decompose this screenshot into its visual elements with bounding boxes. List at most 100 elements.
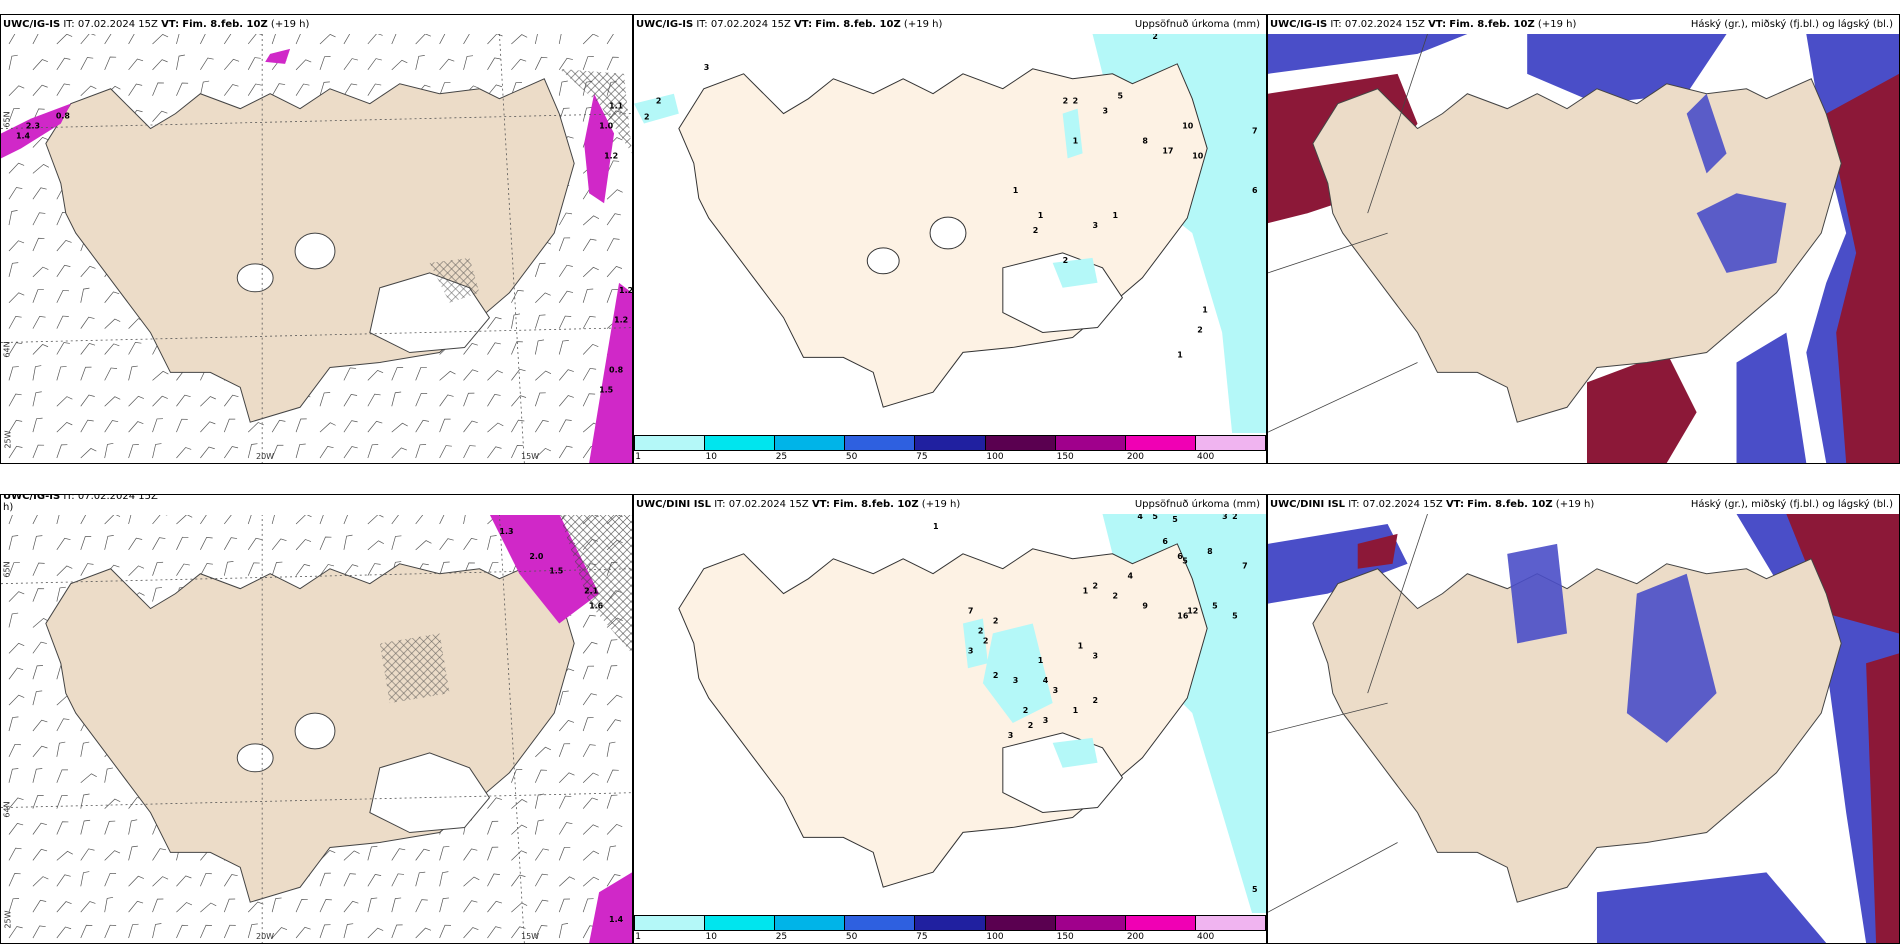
mid-cloud-ne-land: [1686, 93, 1727, 174]
wind-barb: [582, 850, 600, 861]
map-value-label: 1.6: [589, 602, 604, 611]
wind-barb: [439, 846, 450, 861]
wind-barb: [8, 535, 19, 550]
model-name: UWC/DINI ISL: [636, 499, 712, 510]
colorbar: 1 10 25 50 75 100 150 200 400: [634, 913, 1266, 943]
wind-barb: [487, 873, 500, 887]
wind-barb: [535, 292, 551, 303]
wind-barb: [8, 292, 25, 303]
map-value-label: 3: [1043, 716, 1049, 725]
wind-barb: [56, 444, 68, 459]
map-value-label: 1: [1112, 211, 1118, 220]
wind-barb: [295, 539, 312, 551]
colorbar-box: [775, 436, 846, 450]
wind-barb: [200, 34, 206, 45]
wind-barb: [152, 110, 168, 122]
wind-barb: [558, 237, 571, 252]
graticule-15w: [499, 34, 525, 463]
wind-barb: [391, 59, 408, 71]
wind-barb: [534, 339, 545, 355]
wind-barb: [558, 419, 572, 433]
wind-barb: [128, 819, 138, 835]
wind-barb: [606, 665, 618, 680]
wind-barb: [343, 34, 351, 45]
lon-label-15w: 15W: [521, 452, 540, 461]
wind-value-labels: 2.3 0.8 1.4 1.1 1.0 1.2 1.2 1.2 0.8 1.5: [16, 102, 632, 395]
map-value-label: 12: [1187, 607, 1198, 616]
map-value-label: 1.0: [599, 122, 614, 131]
map-panel-top-left: UWC/IG-IS IT: 07.02.2024 15Z VT: Fim. 8.…: [0, 14, 633, 464]
wind-barb: [391, 848, 406, 861]
wind-barb: [439, 370, 456, 381]
lat-label-64n: 64N: [2, 341, 12, 358]
wind-barb: [511, 850, 527, 861]
wind-barb: [8, 514, 14, 525]
map-value-label: 1: [1202, 306, 1208, 315]
map-value-label: 2: [1028, 721, 1034, 730]
wind-barb: [152, 59, 168, 71]
cloud-map-svg: [1268, 34, 1899, 463]
colorbar-box: [985, 436, 1056, 450]
wind-barb: [8, 797, 24, 809]
mid-cloud-north-land: [1507, 543, 1568, 644]
wind-barb: [56, 342, 70, 355]
hatched-interior: [379, 633, 450, 704]
wind-barb: [343, 900, 359, 913]
wind-barb: [487, 562, 499, 576]
precip-patch-south: [1052, 257, 1098, 288]
wind-barb: [247, 537, 262, 551]
colorbar-label: 25: [775, 932, 788, 942]
lead-time: (+19 h): [1555, 499, 1595, 510]
wind-barb: [200, 537, 213, 550]
wind-map: 1.3 2.0 1.5 2.1 1.6 1.4: [1, 514, 632, 943]
wind-barb: [247, 57, 261, 70]
wind-barb: [391, 422, 408, 433]
wind-barb: [176, 34, 180, 45]
wind-barb: [80, 316, 95, 329]
wind-barb: [582, 641, 598, 654]
lat-label-25w: 25W: [3, 910, 13, 929]
wind-barb: [8, 926, 23, 939]
map-value-label: 8: [1207, 547, 1213, 556]
mid-cloud-south: [1596, 872, 1827, 943]
wind-barb: [8, 187, 23, 200]
wind-barb: [343, 420, 358, 433]
colorbar-box: [1125, 436, 1196, 450]
map-value-label: 1.2: [614, 316, 628, 325]
wind-barb: [391, 367, 404, 381]
panel-header: UWC/DINI ISL IT: 07.02.2024 15Z VT: Fim.…: [634, 495, 1266, 514]
wind-barb: [391, 873, 405, 887]
map-value-label: 1: [933, 522, 939, 531]
wind-barb: [487, 34, 503, 45]
wind-barb: [343, 923, 354, 939]
wind-barb: [487, 316, 502, 329]
wind-barb: [511, 769, 523, 783]
wind-barb: [152, 898, 164, 913]
wind-barb: [511, 799, 528, 809]
wind-barb: [8, 694, 25, 706]
wind-barb: [295, 443, 306, 459]
high-cloud-ne: [1786, 514, 1899, 634]
wind-barb: [8, 743, 21, 758]
wind-barb: [535, 873, 549, 887]
map-value-label: 1.4: [16, 132, 31, 141]
high-cloud-south: [1586, 352, 1697, 463]
lat-label-65n: 65N: [2, 561, 12, 578]
wind-barb: [343, 850, 360, 861]
wind-barb: [271, 538, 287, 551]
wind-barb: [200, 563, 213, 576]
wind-magnitude-se: [589, 282, 632, 463]
it-value: 07.02.2024 15Z: [710, 19, 791, 30]
wind-barb: [32, 444, 45, 459]
map-value-label: 3: [1103, 107, 1109, 116]
wind-barb: [367, 34, 383, 45]
map-value-label: 1.5: [549, 567, 563, 576]
wind-barb: [511, 874, 526, 887]
wind-barb: [582, 665, 595, 680]
wind-barb: [295, 899, 308, 913]
wind-barb: [582, 288, 594, 303]
wind-barb: [224, 394, 239, 407]
map-value-label: 1: [1083, 587, 1089, 596]
